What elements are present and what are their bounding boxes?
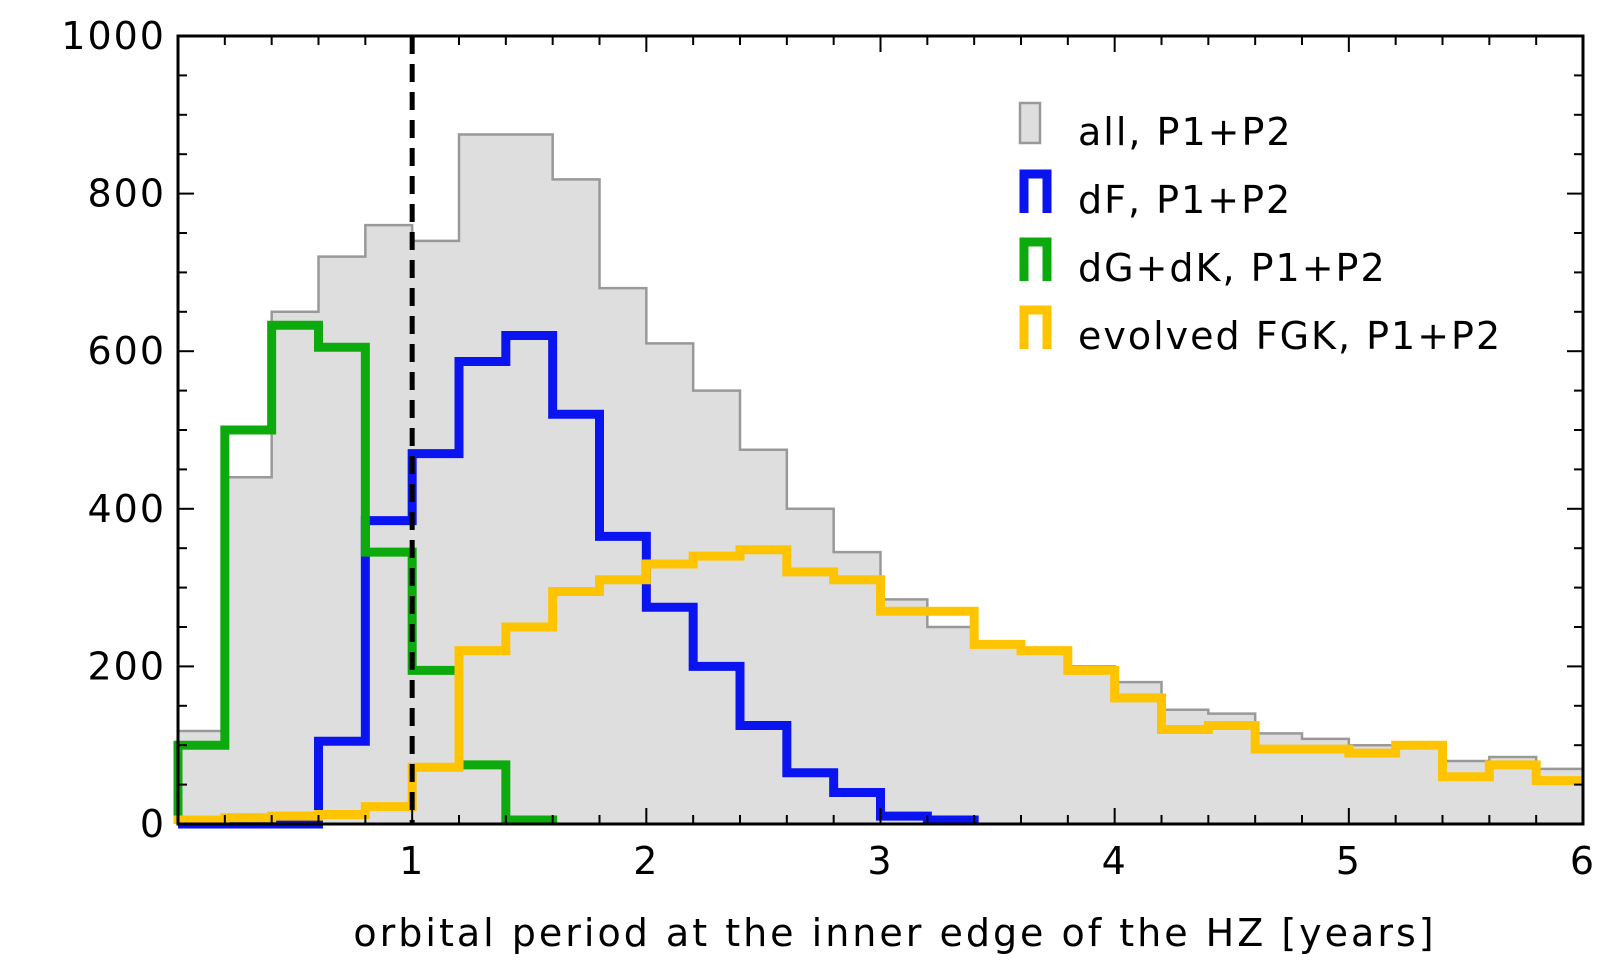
- series-2-step-line: [173, 320, 558, 825]
- series-1-step-line: [178, 330, 979, 829]
- x-tick-label: 5: [1336, 839, 1362, 883]
- x-tick-label: 1: [399, 839, 425, 883]
- series-layer: [173, 133, 1585, 829]
- legend: all, P1+P2 dF, P1+P2 dG+dK, P1+P2 evolved F…: [1018, 101, 1502, 358]
- series-0-bar: [505, 134, 554, 824]
- series-0-bar: [927, 627, 975, 824]
- tick-labels-layer: 1 2 3 4 5 6 0 200 400 600 800 1000: [61, 14, 1596, 883]
- legend-item-0: all, P1+P2: [1018, 101, 1293, 154]
- series-0-bar: [224, 477, 273, 824]
- series-0-bar: [693, 390, 741, 824]
- series-0-bar: [599, 288, 647, 824]
- series-0-bar: [1348, 745, 1397, 824]
- series-0-bar: [880, 599, 928, 824]
- y-tick-label: 200: [87, 644, 166, 688]
- y-tick-label: 800: [87, 172, 166, 216]
- series-0-bar: [1114, 682, 1163, 824]
- series-0-bar: [1395, 745, 1444, 824]
- series-0-bar: [459, 134, 507, 824]
- x-tick-label: 2: [633, 839, 659, 883]
- legend-swatch: [1019, 169, 1052, 213]
- series-0-bar: [552, 179, 601, 824]
- series-0-bar: [1021, 650, 1069, 824]
- legend-swatch: [1019, 237, 1052, 281]
- y-tick-label: 400: [87, 487, 166, 531]
- series-0-bar: [1067, 666, 1116, 824]
- legend-item-3: evolved FGK, P1+P2: [1019, 305, 1502, 358]
- x-tick-label: 3: [867, 839, 893, 883]
- legend-swatch: [1019, 305, 1052, 349]
- legend-label: evolved FGK, P1+P2: [1078, 314, 1502, 358]
- y-tick-label: 0: [140, 802, 166, 846]
- legend-item-2: dG+dK, P1+P2: [1019, 237, 1387, 290]
- series-0-bars: [176, 133, 1585, 824]
- y-tick-label: 600: [87, 329, 166, 373]
- series-0-bar: [833, 552, 882, 824]
- series-3-step-line: [173, 545, 1583, 825]
- series-0-bar: [1208, 713, 1256, 824]
- x-tick-label: 4: [1102, 839, 1128, 883]
- x-axis-title: orbital period at the inner edge of the …: [353, 911, 1436, 955]
- legend-label: dG+dK, P1+P2: [1078, 246, 1387, 290]
- tick-marks-layer: [178, 36, 1583, 824]
- legend-item-1: dF, P1+P2: [1019, 169, 1292, 222]
- legend-swatch: [1018, 101, 1042, 145]
- series-0-bar: [412, 240, 460, 824]
- series-0-bar: [1442, 760, 1490, 824]
- x-tick-label: 6: [1570, 839, 1596, 883]
- y-tick-label: 1000: [61, 14, 166, 58]
- series-0-bar: [271, 311, 320, 824]
- series-0-bar: [974, 642, 1022, 824]
- legend-label: all, P1+P2: [1078, 110, 1293, 154]
- series-0-bar: [646, 343, 694, 824]
- legend-label: dF, P1+P2: [1078, 178, 1292, 222]
- series-0-bar: [740, 449, 788, 824]
